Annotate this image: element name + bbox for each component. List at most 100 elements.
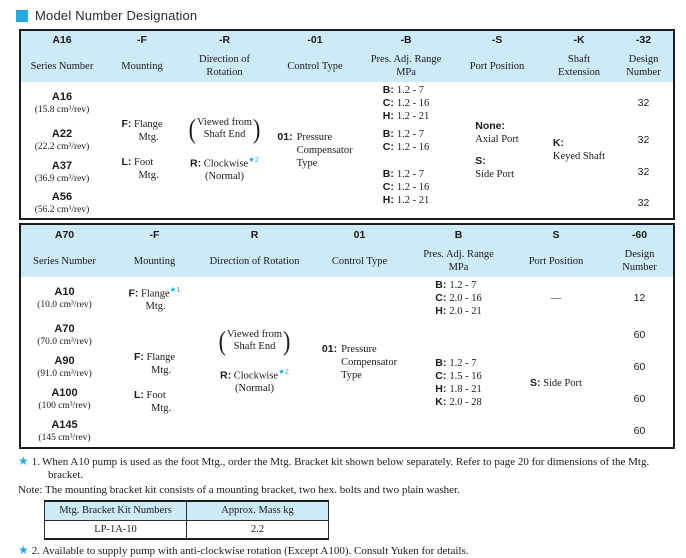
t1-header-port: Port Position [450,50,544,82]
t2-header-pres: Pres. Adj. Range MPa [411,245,506,277]
t2-code-series: A70 [20,224,108,245]
t1-header-shaft: Shaft Extension [544,50,614,82]
t1-row-a56: A56 (56.2 cm³/rev) 32 [20,188,674,219]
t1-design-a16: 32 [637,97,650,109]
t1-code-row: A16 -F -R -01 -B -S -K -32 [20,30,674,50]
t2-row-a70: A70 (70.0 cm³/rev) F: Flange Mtg. L: Foo… [20,319,674,415]
t2-series-a70: A70 (70.0 cm³/rev) [37,322,92,347]
t2-design-a10: 12 [633,291,646,304]
t1-header-row: Series Number Mounting Direction of Rota… [20,50,674,82]
t1-series-a37: A37 (36.9 cm³/rev) [34,159,90,184]
t2-code-port: S [506,224,606,245]
t1-pres-a22: B: 1.2 - 7 C: 1.2 - 16 [382,127,430,153]
t2-design-a145: 60 [633,424,646,437]
bracket-table-header-row: Mtg. Bracket Kit Numbers Approx. Mass kg [44,501,329,521]
footnote-1-text: When A10 pump is used as the foot Mtg., … [42,456,650,481]
t2-header-mounting: Mounting [108,245,201,277]
t2-header-design: Design Number [606,245,674,277]
footnote-star-2: ★2 [248,154,259,164]
t1-code-design: -32 [614,30,674,50]
t1-series-a56: A56 (56.2 cm³/rev) [34,190,90,215]
t1-control-cell: 01: Pressure Compensator Type [277,130,353,169]
t1-header-series: Series Number [20,50,103,82]
t2-code-pres: B [411,224,506,245]
t2-port-cell: S: Side Port [530,376,582,389]
t1-row-a37: A37 (36.9 cm³/rev) B: 1.2 - 7 C: 1.2 - 16 … [20,156,674,206]
approx-mass-value: 2.2 [250,523,265,535]
t2-mounting-a10: F: Flange★1 Mtg. [128,284,181,313]
model-table-a70-series: A70 -F R 01 B S -60 Series Number Mounti… [19,223,675,449]
t2-header-series: Series Number [20,245,108,277]
t1-mounting-cell: F: Flange Mtg. L: Foot Mtg. [121,118,163,181]
t1-code-rotation: -R [181,30,268,50]
viewed-from-shaft-end: ( Viewed from Shaft End ) [218,324,291,356]
t2-pres-a70-a145: B: 1.2 - 7 C: 1.5 - 16 H: 1.8 - 21 K: 2.0 - … [435,357,482,408]
t2-mounting-cell: F: Flange Mtg. L: Foot Mtg. [133,351,176,414]
t1-row-a22: A22 (22.2 cm³/rev) B: 1.2 - 7 C: 1.2 - 16 … [20,125,674,156]
t1-series-a22: A22 (22.2 cm³/rev) [34,128,90,152]
t2-header-row: Series Number Mounting Direction of Rota… [20,245,674,277]
t1-design-a56: 32 [637,196,650,209]
t1-rotation-cell: ( Viewed from Shaft End ) R: Clockwise★2 … [188,112,261,183]
t2-pres-a10: B: 1.2 - 7 C: 2.0 - 16 H: 2.0 - 21 [435,278,482,317]
t2-header-port: Port Position [506,245,606,277]
t2-rotation-cell: ( Viewed from Shaft End ) R: Clockwise★2 … [218,324,291,395]
model-table-a16-series: A16 -F -R -01 -B -S -K -32 Series Number… [19,29,675,220]
t1-shaft-cell: K: Keyed Shaft [552,137,606,162]
t1-port-cell: None: Axial Port S: Side Port [475,119,519,180]
footnote-star-1: ★1 [169,284,181,294]
t1-header-design: Design Number [614,50,674,82]
footnote-1: ★ 1. When A10 pump is used as the foot Mtg… [18,454,650,482]
t2-header-control: Control Type [308,245,411,277]
footnotes: ★ 1. When A10 pump is used as the foot Mtg… [18,455,673,558]
bracket-kit-number-value: LP-1A-10 [44,520,187,539]
footnote-star-2: ★2 [278,366,289,376]
t1-row-a16: A16 (15.8 cm³/rev) F: Flange Mtg. L: Foo… [20,82,674,182]
t2-series-a10: A10 (10.0 cm³/rev) [37,285,92,310]
t1-code-control: -01 [268,30,362,50]
t1-design-a37: 32 [637,165,650,178]
bracket-kit-table: Mtg. Bracket Kit Numbers Approx. Mass kg… [44,500,329,540]
t2-code-mounting: -F [108,224,201,245]
t2-design-a90: 60 [633,360,646,373]
t2-design-a70: 60 [633,328,646,341]
t2-series-a145: A145 (145 cm³/rev) [38,418,91,443]
t1-pres-a16: B: 1.2 - 7 C: 1.2 - 16 H: 1.2 - 21 [382,84,430,122]
mounting-kit-note: Note: The mounting bracket kit consists … [18,484,460,496]
t1-code-mounting: -F [103,30,181,50]
t2-header-rotation: Direction of Rotation [201,245,308,277]
t2-series-a100: A100 (100 cm³/rev) [38,386,91,411]
t1-code-series: A16 [20,30,103,50]
section-title: Model Number Designation [16,8,673,23]
t1-header-mounting: Mounting [103,50,181,82]
t2-code-control: 01 [308,224,411,245]
t2-code-rotation: R [201,224,308,245]
footnote-2: ★ 2. Available to supply pump with anti-cl… [18,542,469,557]
t2-row-a90: A90 (91.0 cm³/rev) 60 [20,351,674,383]
t2-series-a90: A90 (91.0 cm³/rev) [37,354,92,379]
t2-row-a10: A10 (10.0 cm³/rev) F: Flange★1 Mtg. ( Vi… [20,277,674,395]
star-icon: ★ [18,454,29,468]
t1-header-control: Control Type [268,50,362,82]
t2-row-a100: A100 (100 cm³/rev) 60 [20,383,674,415]
t2-code-design: -60 [606,224,674,245]
t1-design-a22: 32 [637,134,650,146]
t2-design-a100: 60 [633,392,646,405]
bracket-table-data-row: LP-1A-10 2.2 [44,520,329,539]
t1-series-a16: A16 (15.8 cm³/rev) [34,91,90,115]
viewed-from-shaft-end: ( Viewed from Shaft End ) [188,112,261,144]
approx-mass-header: Approx. Mass kg [186,501,329,521]
t1-code-port: -S [450,30,544,50]
t1-code-shaft: -K [544,30,614,50]
t2-row-a145: A145 (145 cm³/rev) 60 [20,415,674,448]
star-icon: ★ [18,542,29,557]
t1-header-pres: Pres. Adj. Range MPa [362,50,450,82]
t2-port-a10: — [550,292,562,304]
footnote-2-text: Available to supply pump with anti-clock… [42,544,469,557]
page-title: Model Number Designation [35,8,198,23]
t1-pres-a37-a56: B: 1.2 - 7 C: 1.2 - 16 H: 1.2 - 21 [382,167,430,206]
t2-control-cell: 01: Pressure Compensator Type [321,342,398,381]
t1-header-rotation: Direction of Rotation [181,50,268,82]
